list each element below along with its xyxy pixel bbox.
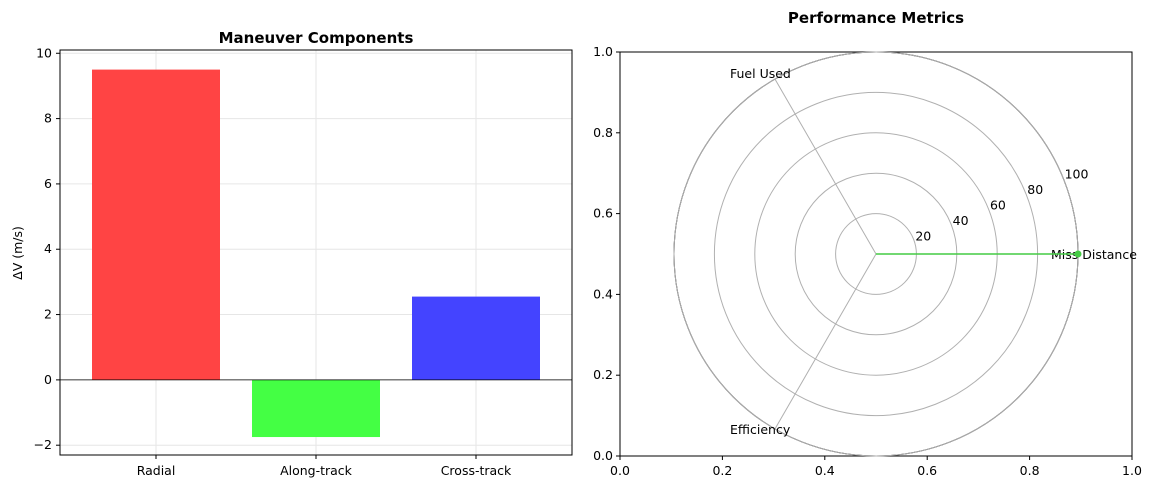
frame-x-tick-label: 0.8 — [1020, 463, 1040, 478]
x-tick-label: Radial — [137, 463, 176, 478]
bar-chart-ylabel: ΔV (m/s) — [10, 226, 25, 280]
frame-y-tick-label: 0.8 — [593, 125, 613, 140]
bar-chart: Maneuver Components ΔV (m/s) −2 0 2 4 6 8 10 Ra… — [10, 29, 573, 478]
polar-axis-label: Efficiency — [730, 422, 791, 437]
polar-axis-label: Fuel Used — [730, 66, 791, 81]
radar-point-miss-distance — [1074, 250, 1082, 258]
bar-chart-title: Maneuver Components — [219, 29, 414, 47]
polar-spoke — [774, 253, 877, 430]
y-tick-label: 4 — [44, 241, 52, 256]
polar-axis-label: Miss Distance — [1051, 247, 1137, 262]
frame-y-tick-label: 0.4 — [593, 286, 613, 301]
frame-y-tick-label: 0.6 — [593, 206, 613, 221]
radar-chart-title: Performance Metrics — [788, 9, 964, 27]
frame-x-tick-label: 0.0 — [610, 463, 630, 478]
frame-x-tick-label: 0.4 — [815, 463, 835, 478]
frame-y-tick-label: 0.0 — [593, 448, 613, 463]
bar-cross-track — [412, 296, 540, 380]
bar-along-track — [252, 379, 380, 438]
y-tick-label: −2 — [34, 437, 52, 452]
y-tick-label: 10 — [36, 45, 52, 60]
polar-spoke — [774, 78, 877, 255]
bar-chart-axes: −2 0 2 4 6 8 10 Radial Along-track Cross-track — [34, 45, 573, 478]
frame-x-tick-label: 0.6 — [917, 463, 937, 478]
x-tick-label: Along-track — [280, 463, 353, 478]
y-tick-label: 6 — [44, 176, 52, 191]
polar-r-tick-label: 60 — [990, 198, 1006, 213]
radar-chart: Performance Metrics 0.0 0.2 0.4 0.6 0.8 1.0 0.… — [593, 9, 1142, 478]
frame-y-tick-label: 1.0 — [593, 44, 613, 59]
polar-r-tick-label: 20 — [915, 229, 931, 244]
bar-chart-bars — [92, 69, 540, 438]
polar-r-tick-label: 40 — [953, 213, 969, 228]
y-tick-label: 8 — [44, 111, 52, 126]
bar-radial — [92, 69, 220, 380]
x-tick-label: Cross-track — [441, 463, 512, 478]
y-tick-label: 0 — [44, 372, 52, 387]
frame-x-tick-label: 1.0 — [1122, 463, 1142, 478]
radar-chart-polar: 20 40 60 80 100 Miss Distance Fuel Used Efficie… — [673, 51, 1137, 457]
polar-r-tick-label: 100 — [1065, 167, 1089, 182]
frame-y-tick-label: 0.2 — [593, 367, 613, 382]
frame-x-tick-label: 0.2 — [712, 463, 732, 478]
polar-r-tick-label: 80 — [1027, 182, 1043, 197]
y-tick-label: 2 — [44, 307, 52, 322]
